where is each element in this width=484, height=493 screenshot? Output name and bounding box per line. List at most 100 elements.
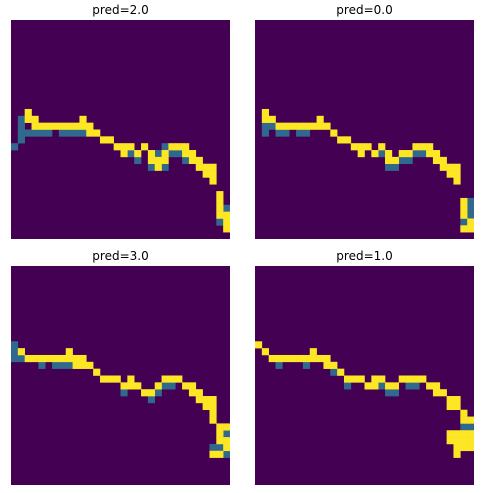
heatmap-cell-high [127,375,135,383]
heatmap-cell-mid [17,354,25,363]
heatmap-cell-mid [17,115,25,123]
heatmap-cell-mid [79,129,87,137]
heatmap-cell-high [460,430,468,438]
heatmap-cell-high [161,375,169,383]
heatmap-cell-high [195,396,203,404]
heatmap-cell-mid [72,129,80,137]
heatmap-cell-high [209,170,217,178]
heatmap-cell-mid [378,150,386,158]
heatmap-cell-high [439,156,447,165]
heatmap-cell-high [268,354,276,363]
heatmap-cell-mid [17,129,25,137]
heatmap-cell-mid [134,156,142,165]
heatmap-cell-mid [161,143,169,151]
heatmap-cell-high [106,136,114,144]
heatmap-cell-high [113,143,121,151]
heatmap-cell-mid [168,150,176,158]
heatmap-cell-mid [11,341,19,349]
heatmap-cell-mid [58,129,67,137]
heatmap-cell-high [391,156,400,165]
panel-title: pred=0.0 [336,3,393,17]
heatmap-cell-high [216,197,224,206]
heatmap-cell-high [323,361,331,369]
heatmap-cell-mid [175,150,183,158]
heatmap-cell-high [255,341,263,349]
heatmap-cell-high [323,354,331,363]
heatmap-cell-high [343,375,352,383]
heatmap-cell-high [432,389,441,397]
heatmap-cell-high [432,382,441,390]
heatmap-cell-mid [58,361,67,369]
heatmap-cell-high [289,122,297,130]
heatmap-cell-high [412,375,420,383]
heatmap-cell-high [223,218,230,226]
heatmap-cell-high [426,382,434,390]
heatmap-cell-mid [385,389,393,397]
heatmap-cell-high [216,423,224,431]
heatmap-cell-high [439,389,447,397]
heatmap-cell-high [261,108,269,117]
heatmap-cell-high [223,423,230,431]
heatmap-cell-mid [38,129,46,137]
heatmap-plot [11,20,230,239]
heatmap-cell-high [385,156,393,165]
heatmap-cell-high [439,163,447,171]
heatmap-cell-mid [282,129,290,137]
heatmap-cell-high [106,375,114,383]
heatmap-cell-mid [261,129,269,137]
heatmap-cell-mid [467,204,474,212]
panel-title: pred=3.0 [92,249,149,263]
heatmap-cell-high [31,122,39,130]
heatmap-cell-high [316,115,324,123]
heatmap-cell-high [188,389,197,397]
heatmap-cell-high [45,354,53,363]
heatmap-cell-high [202,402,210,411]
heatmap-cell-high [195,156,203,165]
heatmap-cell-high [453,396,461,404]
heatmap-cell-high [209,402,217,411]
heatmap-cell-mid [261,122,269,130]
heatmap-cell-high [79,122,87,130]
heatmap-cell-high [147,389,156,397]
heatmap-cell-mid [11,143,19,151]
heatmap-cell-high [79,115,87,123]
heatmap-cell-high [168,375,176,383]
heatmap-cell-high [453,402,461,411]
heatmap-cell-mid [147,163,156,171]
heatmap-cell-high [120,143,128,151]
heatmap-cell-high [216,450,224,458]
heatmap-cell-high [309,122,317,130]
heatmap-cell-mid [467,211,474,219]
heatmap-cell-high [202,396,210,404]
heatmap-cell-mid [127,150,135,158]
heatmap-cell-high [453,443,461,452]
heatmap-cell-mid [275,129,283,137]
heatmap-cell-high [275,122,283,130]
heatmap-cell-high [419,375,427,383]
heatmap-cell-high [296,354,304,363]
heatmap-cell-high [154,382,162,390]
heatmap-cell-high [309,354,317,363]
heatmap-cell-high [426,150,434,158]
heatmap-cell-high [113,375,121,383]
heatmap-cell-high [398,375,406,383]
heatmap-cell-high [209,396,217,404]
heatmap-cell-mid [460,218,468,226]
heatmap-cell-mid [147,396,156,404]
heatmap-cell-high [86,129,94,137]
heatmap-cell-high [460,416,468,424]
heatmap-cell-high [467,218,474,226]
heatmap-cell-high [216,211,224,219]
heatmap-cell-mid [209,443,217,452]
heatmap-cell-high [350,143,358,151]
heatmap-cell-mid [182,156,190,165]
heatmap-cell-high [175,143,183,151]
heatmap-cell-high [52,354,60,363]
heatmap-cell-high [147,150,156,158]
heatmap-cell-mid [168,382,176,390]
heatmap-cell-high [467,416,474,424]
heatmap-cell-high [432,156,441,165]
heatmap-cell-mid [161,382,169,390]
heatmap-cell-mid [296,129,304,137]
heatmap-cell-high [309,348,317,356]
